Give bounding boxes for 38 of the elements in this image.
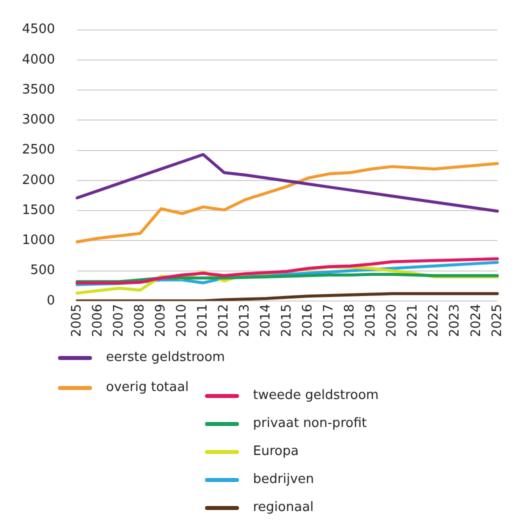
x-tick-label: 2006	[90, 304, 106, 338]
x-tick-label: 2014	[258, 304, 274, 338]
y-tick-label: 1500	[22, 202, 56, 218]
y-tick-label: 3000	[22, 112, 56, 128]
x-tick-label: 2019	[364, 304, 379, 338]
legend-label: regionaal	[253, 500, 314, 515]
x-tick-label: 2022	[426, 304, 442, 338]
x-tick-label: 2017	[322, 304, 337, 338]
x-tick-label: 2018	[342, 304, 358, 338]
x-tick-label: 2005	[69, 304, 84, 338]
legend-label: privaat non-profit	[253, 416, 367, 431]
y-tick-label: 0	[46, 293, 56, 308]
x-tick-label: 2023	[448, 304, 463, 338]
x-tick-label: 2016	[300, 304, 316, 338]
x-tick-label: 2024	[468, 304, 484, 338]
y-tick-label: 4500	[22, 22, 56, 38]
x-tick-label: 2007	[111, 304, 126, 338]
x-tick-label: 2013	[238, 304, 253, 338]
legend-label: Europa	[253, 444, 299, 459]
legend-label: bedrijven	[253, 472, 314, 487]
x-tick-label: 2020	[384, 304, 400, 338]
x-tick-label: 2009	[154, 304, 169, 338]
y-tick-label: 2000	[22, 172, 56, 188]
x-tick-label: 2021	[406, 304, 421, 338]
x-tick-label: 2008	[132, 304, 148, 338]
legend-label: tweede geldstroom	[253, 388, 379, 403]
y-tick-label: 4000	[22, 52, 56, 68]
y-tick-label: 1000	[22, 233, 56, 248]
x-tick-label: 2012	[216, 304, 232, 338]
x-tick-label: 2015	[280, 304, 295, 338]
y-tick-label: 2500	[22, 142, 56, 158]
y-tick-label: 3500	[22, 82, 56, 98]
x-tick-label: 2025	[490, 304, 505, 338]
x-tick-label: 2011	[196, 304, 211, 338]
legend-label: overig totaal	[106, 380, 189, 395]
legend-label: eerste geldstroom	[106, 350, 225, 365]
y-tick-label: 500	[30, 263, 56, 278]
x-tick-label: 2010	[174, 304, 190, 338]
